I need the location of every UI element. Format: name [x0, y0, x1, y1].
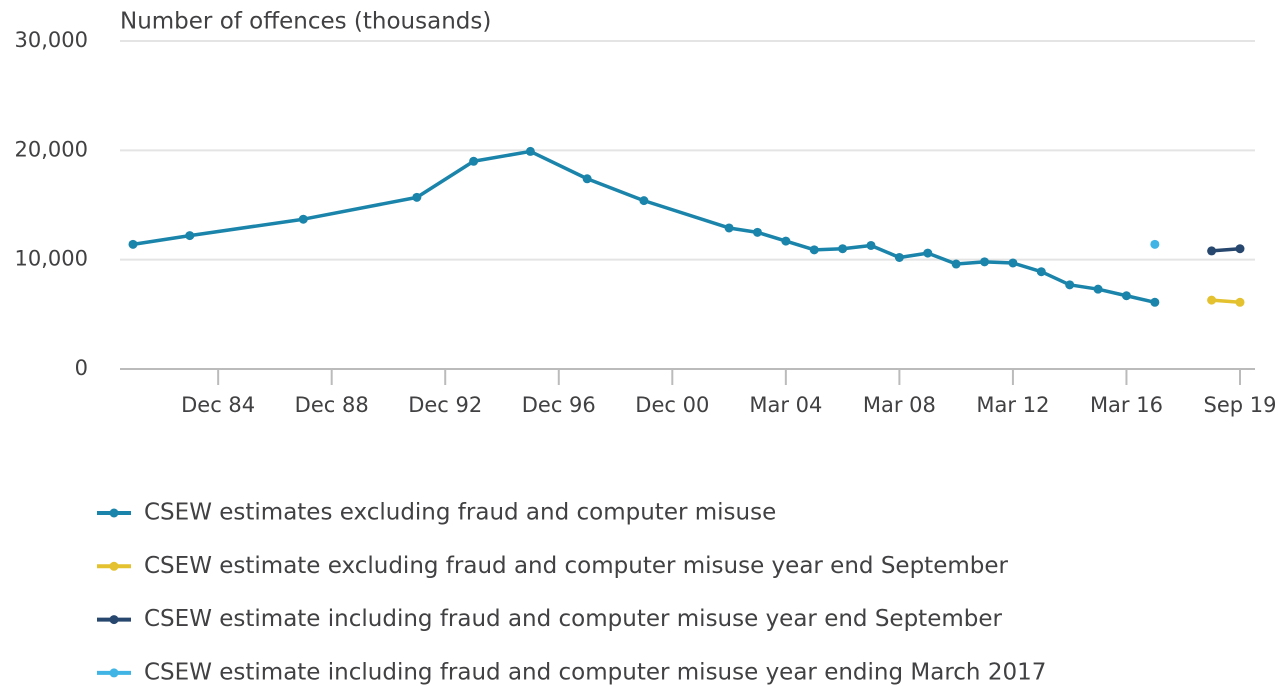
y-tick-label: 30,000 [15, 28, 88, 52]
x-tick-label: Mar 16 [1090, 393, 1163, 417]
legend-dot [109, 561, 119, 571]
y-axis-label: Number of offences (thousands) [120, 9, 491, 35]
data-point [866, 240, 876, 250]
data-point [980, 257, 990, 267]
data-point [1121, 291, 1131, 301]
data-point [923, 248, 933, 258]
legend-dot [109, 508, 119, 518]
x-tick-label: Dec 00 [635, 393, 709, 417]
legend-label: CSEW estimate excluding fraud and comput… [144, 553, 1008, 579]
data-point [752, 227, 762, 237]
legend-label: CSEW estimates excluding fraud and compu… [144, 500, 776, 526]
legend-dot [109, 668, 119, 678]
x-tick-label: Mar 08 [863, 393, 936, 417]
data-point [639, 196, 649, 206]
series-line [1211, 246, 1241, 253]
data-point [951, 259, 961, 269]
data-point [1065, 280, 1075, 290]
x-tick-label: Dec 96 [522, 393, 596, 417]
data-point [185, 231, 195, 241]
data-point [1207, 246, 1217, 256]
data-point [1235, 297, 1245, 307]
legend-label: CSEW estimate including fraud and comput… [144, 659, 1046, 685]
data-point [809, 245, 819, 255]
y-tick-label: 0 [75, 356, 88, 380]
series-line [132, 149, 1156, 305]
data-point [1093, 284, 1103, 294]
data-point [781, 236, 791, 246]
data-point [1036, 267, 1046, 277]
data-point [128, 239, 138, 249]
data-point [298, 214, 308, 224]
data-point [1235, 244, 1245, 254]
data-point [525, 146, 535, 156]
data-point [412, 192, 422, 202]
data-point [582, 174, 592, 184]
series-line [1211, 298, 1241, 305]
legend-dot [109, 615, 119, 625]
x-tick-label: Dec 92 [408, 393, 482, 417]
x-tick-label: Mar 04 [749, 393, 822, 417]
x-tick-label: Dec 88 [295, 393, 369, 417]
y-tick-label: 10,000 [15, 247, 88, 271]
data-point [838, 244, 848, 254]
x-tick-label: Dec 84 [181, 393, 255, 417]
data-point [1150, 239, 1160, 249]
x-tick-label: Mar 12 [976, 393, 1049, 417]
data-point [1150, 297, 1160, 307]
data-point [469, 156, 479, 166]
data-point [1207, 295, 1217, 305]
y-tick-label: 20,000 [15, 137, 88, 161]
legend-label: CSEW estimate including fraud and comput… [144, 606, 1003, 632]
data-point [894, 252, 904, 262]
x-tick-label: Sep 19 [1204, 393, 1277, 417]
data-point [1008, 258, 1018, 268]
data-point [724, 223, 734, 233]
